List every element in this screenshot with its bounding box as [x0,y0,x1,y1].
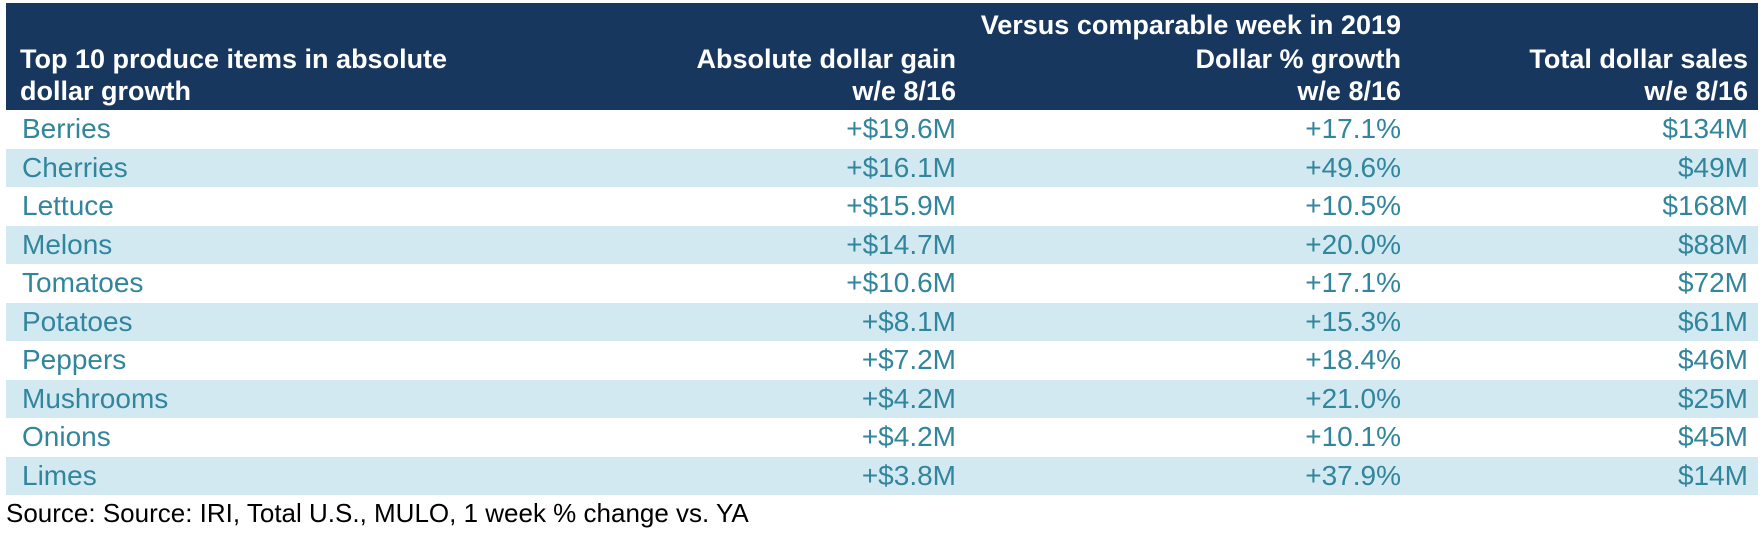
column-header-growth: Dollar % growth w/e 8/16 [986,43,1401,107]
column-header-line: dollar growth [20,76,191,106]
cell-gain: +$14.7M [846,228,956,260]
cell-gain: +$4.2M [861,382,956,414]
table-row: Lettuce +$15.9M +10.5% $168M [6,187,1758,226]
cell-gain: +$4.2M [861,421,956,452]
column-header-line: Top 10 produce items in absolute [20,44,448,74]
cell-growth: +21.0% [1305,382,1401,414]
cell-item: Mushrooms [22,382,169,414]
table-header: Versus comparable week in 2019 Top 10 pr… [6,3,1758,110]
cell-growth: +49.6% [1305,151,1401,183]
column-header-item: Top 10 produce items in absolute dollar … [20,43,580,107]
column-header-gain: Absolute dollar gain w/e 8/16 [546,43,956,107]
super-header: Versus comparable week in 2019 [980,10,1401,40]
cell-growth: +15.3% [1305,305,1401,337]
table-row: Limes +$3.8M +37.9% $14M [6,456,1758,495]
cell-item: Onions [22,421,111,452]
cell-gain: +$19.6M [846,113,956,144]
cell-growth: +17.1% [1305,267,1401,298]
cell-sales: $25M [1677,382,1748,414]
table-row: Berries +$19.6M +17.1% $134M [6,110,1758,149]
column-header-line: Total dollar sales [1529,44,1748,74]
cell-gain: +$15.9M [846,190,956,221]
cell-item: Cherries [22,151,128,183]
produce-table: Versus comparable week in 2019 Top 10 pr… [6,3,1758,495]
table-row: Potatoes +$8.1M +15.3% $61M [6,302,1758,341]
column-header-line: w/e 8/16 [1644,76,1748,106]
cell-growth: +10.1% [1305,421,1401,452]
cell-sales: $88M [1677,228,1748,260]
table-row: Tomatoes +$10.6M +17.1% $72M [6,264,1758,303]
cell-sales: $61M [1677,305,1748,337]
cell-growth: +18.4% [1305,344,1401,375]
cell-sales: $72M [1677,267,1748,298]
table-row: Cherries +$16.1M +49.6% $49M [6,148,1758,187]
cell-gain: +$16.1M [846,151,956,183]
cell-item: Melons [22,228,113,260]
column-header-line: w/e 8/16 [1297,76,1401,106]
cell-gain: +$10.6M [846,267,956,298]
cell-sales: $134M [1662,113,1748,144]
cell-sales: $49M [1677,151,1748,183]
cell-gain: +$3.8M [861,459,956,491]
cell-sales: $46M [1677,344,1748,375]
cell-item: Potatoes [22,305,133,337]
column-header-line: Dollar % growth [1195,44,1401,74]
cell-growth: +17.1% [1305,113,1401,144]
column-header-line: Absolute dollar gain [696,44,956,74]
cell-item: Tomatoes [22,267,144,298]
table-row: Peppers +$7.2M +18.4% $46M [6,341,1758,380]
cell-sales: $14M [1677,459,1748,491]
table-row: Onions +$4.2M +10.1% $45M [6,418,1758,457]
cell-growth: +37.9% [1305,459,1401,491]
cell-growth: +10.5% [1305,190,1401,221]
cell-gain: +$8.1M [861,305,956,337]
cell-gain: +$7.2M [861,344,956,375]
cell-item: Limes [22,459,97,491]
table-row: Melons +$14.7M +20.0% $88M [6,225,1758,264]
column-header-line: w/e 8/16 [852,76,956,106]
column-header-sales: Total dollar sales w/e 8/16 [1406,43,1748,107]
cell-item: Berries [22,113,111,144]
cell-item: Lettuce [22,190,114,221]
cell-item: Peppers [22,344,127,375]
table-row: Mushrooms +$4.2M +21.0% $25M [6,379,1758,418]
source-footnote: Source: Source: IRI, Total U.S., MULO, 1… [6,498,749,528]
cell-growth: +20.0% [1305,228,1401,260]
cell-sales: $168M [1662,190,1748,221]
cell-sales: $45M [1677,421,1748,452]
